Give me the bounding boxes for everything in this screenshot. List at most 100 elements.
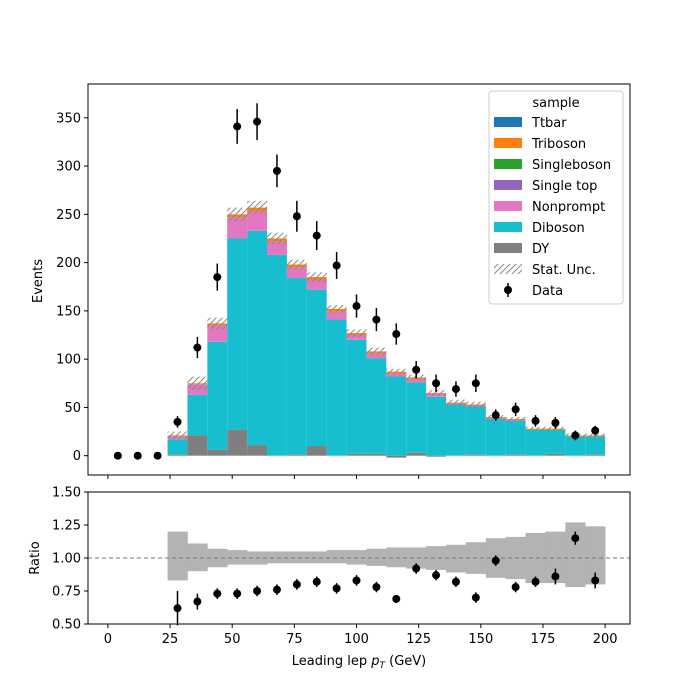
ratio-band-segment bbox=[525, 532, 546, 584]
ratio-point bbox=[173, 604, 182, 613]
bar-dy bbox=[386, 455, 407, 458]
legend-entry: Singleboson bbox=[494, 158, 611, 173]
bar-diboson bbox=[346, 339, 367, 454]
legend-label: Ttbar bbox=[531, 116, 567, 131]
stat-unc-hatch bbox=[505, 417, 526, 421]
legend-swatch bbox=[494, 201, 522, 211]
ratio-band-segment bbox=[167, 531, 188, 581]
ratio-point bbox=[491, 556, 500, 565]
legend-swatch bbox=[494, 138, 522, 148]
data-point bbox=[392, 330, 401, 339]
x-tick-label: 25 bbox=[162, 632, 179, 647]
stat-unc-hatch bbox=[465, 401, 486, 408]
data-point bbox=[312, 231, 321, 240]
legend-swatch bbox=[494, 180, 522, 190]
main-plot-frame bbox=[87, 83, 631, 476]
bar-nonprompt bbox=[306, 279, 327, 290]
x-tick-label: 125 bbox=[406, 632, 431, 647]
data-point bbox=[193, 343, 202, 352]
ratio-band-segment bbox=[386, 547, 407, 568]
stat-unc-hatch bbox=[326, 305, 347, 313]
ratio-band-segment bbox=[306, 551, 327, 564]
ratio-point bbox=[471, 593, 480, 602]
ratio-point bbox=[193, 597, 202, 606]
legend-label: DY bbox=[532, 242, 549, 257]
data-point bbox=[153, 451, 162, 460]
bar-dy bbox=[187, 435, 208, 456]
bar-dy bbox=[406, 452, 427, 456]
data-point bbox=[531, 416, 540, 425]
ratio-uncertainty-band bbox=[167, 522, 606, 588]
bar-diboson bbox=[326, 319, 347, 456]
main-y-ticks: 0 50 100 150 200 250 300 350 bbox=[56, 111, 88, 464]
legend-entry: Stat. Unc. bbox=[494, 263, 596, 278]
legend-entry: DY bbox=[494, 242, 549, 257]
bar-diboson bbox=[585, 436, 606, 455]
legend-swatch bbox=[494, 243, 522, 253]
ratio-y-tick-label: 1.25 bbox=[52, 519, 81, 534]
stat-unc-hatch bbox=[167, 431, 188, 440]
ratio-band-segment bbox=[366, 548, 387, 566]
ratio-band-segment bbox=[426, 546, 447, 570]
stat-unc-hatch bbox=[227, 207, 248, 222]
legend-label: Nonprompt bbox=[532, 200, 605, 215]
ratio-point bbox=[352, 576, 361, 585]
ratio-y-tick-label: 1.50 bbox=[52, 486, 81, 501]
ratio-band-segment bbox=[346, 550, 367, 565]
x-tick-label: 100 bbox=[344, 632, 369, 647]
bar-nonprompt bbox=[406, 379, 427, 383]
legend-box bbox=[488, 90, 624, 305]
data-point bbox=[451, 385, 460, 394]
legend-swatch bbox=[494, 159, 522, 169]
stat-unc-hatch bbox=[306, 272, 327, 282]
ratio-point bbox=[511, 583, 520, 592]
data-point bbox=[551, 418, 560, 427]
stat-unc-hatch bbox=[247, 200, 268, 215]
data-point bbox=[412, 365, 421, 374]
bar-nonprompt bbox=[207, 325, 228, 342]
bar-nonprompt bbox=[366, 353, 387, 359]
bar-dy bbox=[286, 454, 307, 456]
x-tick-label: 0 bbox=[104, 632, 112, 647]
data-point bbox=[173, 417, 182, 426]
y-tick-label: 50 bbox=[64, 401, 81, 416]
bar-diboson bbox=[366, 358, 387, 454]
ratio-point bbox=[272, 585, 281, 594]
ratio-y-axis-label: Ratio bbox=[28, 541, 43, 574]
stat-unc-hatch bbox=[346, 329, 367, 337]
y-tick-label: 250 bbox=[56, 208, 81, 223]
ratio-y-tick-label: 0.75 bbox=[52, 585, 81, 600]
ratio-point bbox=[412, 564, 421, 573]
bar-nonprompt bbox=[247, 211, 268, 231]
ratio-point bbox=[432, 571, 441, 580]
bar-dy bbox=[465, 454, 486, 456]
main-plot-panel: 0 50 100 150 200 250 300 350 Events bbox=[31, 83, 631, 479]
bar-dy bbox=[207, 449, 228, 456]
legend-entry: Single top bbox=[494, 179, 597, 194]
main-x-ticks bbox=[107, 475, 606, 479]
bar-diboson bbox=[286, 278, 307, 455]
data-point bbox=[432, 379, 441, 388]
legend-label: Single top bbox=[532, 179, 597, 194]
stat-unc-hatch bbox=[446, 399, 466, 406]
bar-nonprompt bbox=[267, 241, 287, 255]
main-y-axis-label: Events bbox=[31, 259, 46, 303]
ratio-point bbox=[372, 583, 381, 592]
ratio-point bbox=[551, 572, 560, 581]
ratio-point bbox=[392, 594, 401, 603]
bar-dy bbox=[426, 455, 447, 457]
ratio-point bbox=[591, 576, 600, 585]
ratio-band-segment bbox=[286, 551, 308, 564]
bar-nonprompt bbox=[386, 373, 407, 377]
ratio-band-segment bbox=[227, 550, 248, 565]
ratio-plot-panel: 0.50 0.75 1.00 1.25 1.50 0 25 50 75 100 125 150 175… bbox=[28, 486, 631, 671]
bar-nonprompt bbox=[227, 217, 248, 239]
data-point bbox=[113, 451, 122, 460]
ratio-x-ticks: 0 25 50 75 100 125 150 175 200 bbox=[104, 624, 618, 647]
stacked-bars bbox=[167, 207, 606, 458]
y-tick-label: 0 bbox=[73, 449, 81, 464]
bar-diboson bbox=[247, 230, 268, 446]
ratio-band-segment bbox=[187, 543, 208, 572]
bar-dy bbox=[346, 453, 367, 456]
